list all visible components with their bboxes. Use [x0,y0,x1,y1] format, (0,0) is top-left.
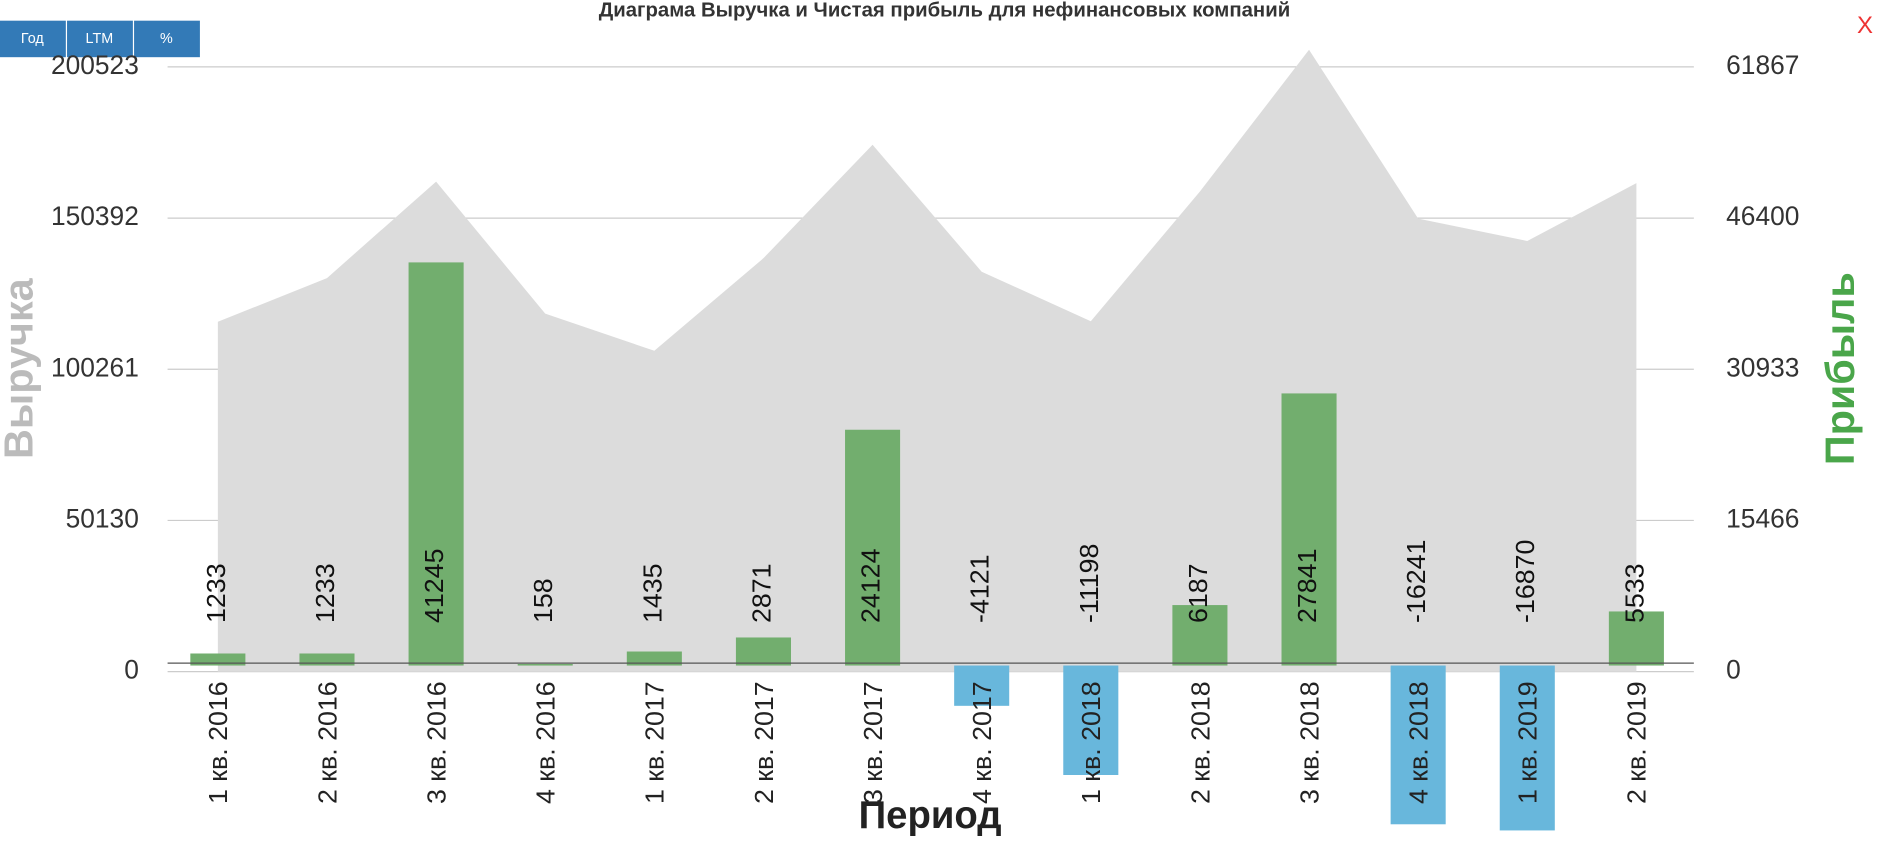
value-label: -4121 [965,555,995,623]
x-tick-label: 4 кв. 2017 [967,681,997,804]
x-tick-label: 3 кв. 2018 [1295,681,1325,804]
y2-axis-title: Прибыль [1818,272,1864,465]
profit-bar [1499,665,1555,831]
value-label: -16870 [1510,540,1540,623]
profit-bar [299,653,355,666]
x-tick-label: 2 кв. 2016 [313,681,343,804]
y-tick-label: 150392 [51,201,139,231]
y2-tick-label: 15466 [1726,503,1799,533]
x-tick-label: 2 кв. 2019 [1622,681,1652,804]
x-axis-title: Период [859,794,1002,837]
profit-bar [845,429,901,666]
y-tick-label: 100261 [51,352,139,382]
profit-bar [190,653,246,666]
toolbar-button[interactable] [134,20,200,58]
x-tick-label: 2 кв. 2018 [1185,681,1215,804]
y2-tick-label: 30933 [1726,352,1799,382]
x-tick-label: 1 кв. 2016 [203,681,233,804]
value-label: 5533 [1620,563,1650,623]
x-tick-label: 4 кв. 2018 [1404,681,1434,804]
toolbar-button-label[interactable]: % [160,31,173,47]
y2-tick-label: 46400 [1726,201,1799,231]
y-axis-title: Выручка [0,277,41,459]
profit-bar [735,637,791,666]
toolbar-button-label[interactable]: LTM [86,31,114,47]
x-tick-label: 1 кв. 2018 [1076,681,1106,804]
y2-tick-label: 0 [1726,655,1741,685]
y2-tick-label: 61867 [1726,50,1799,80]
value-label: 27841 [1292,549,1322,623]
value-label: -11198 [1074,544,1104,623]
profit-bar [1281,393,1337,666]
x-tick-label: 3 кв. 2016 [422,681,452,804]
profit-bar [626,651,682,666]
value-label: 1233 [201,563,231,623]
profit-bar [408,262,464,666]
y-tick-label: 0 [124,655,139,685]
toolbar-button[interactable] [67,20,133,58]
value-label: 41245 [419,549,449,623]
toolbar-button[interactable] [0,20,66,58]
profit-bar [1172,605,1228,666]
value-label: 1435 [637,563,667,623]
value-label: 1233 [310,563,340,623]
value-label: -16241 [1401,540,1431,623]
profit-bar [954,665,1010,706]
x-tick-label: 3 кв. 2017 [858,681,888,804]
value-label: 158 [528,578,558,623]
value-label: 2871 [747,563,777,623]
x-tick-label: 1 кв. 2019 [1513,681,1543,804]
x-tick-label: 1 кв. 2017 [640,681,670,804]
profit-bar [1608,611,1664,666]
profit-bar [1390,665,1446,825]
value-label: 6187 [1183,563,1213,623]
y-tick-label: 200523 [51,50,139,80]
close-button[interactable]: X [1857,12,1873,39]
profit-bar [517,663,573,666]
x-tick-label: 2 кв. 2017 [749,681,779,804]
profit-bar [1063,665,1119,775]
y-tick-label: 50130 [66,503,139,533]
value-label: 24124 [856,549,886,623]
chart-title: Диаграма Выручка и Чистая прибыль для не… [599,0,1290,21]
x-tick-label: 4 кв. 2016 [531,681,561,804]
toolbar-button-label[interactable]: Год [21,31,44,47]
